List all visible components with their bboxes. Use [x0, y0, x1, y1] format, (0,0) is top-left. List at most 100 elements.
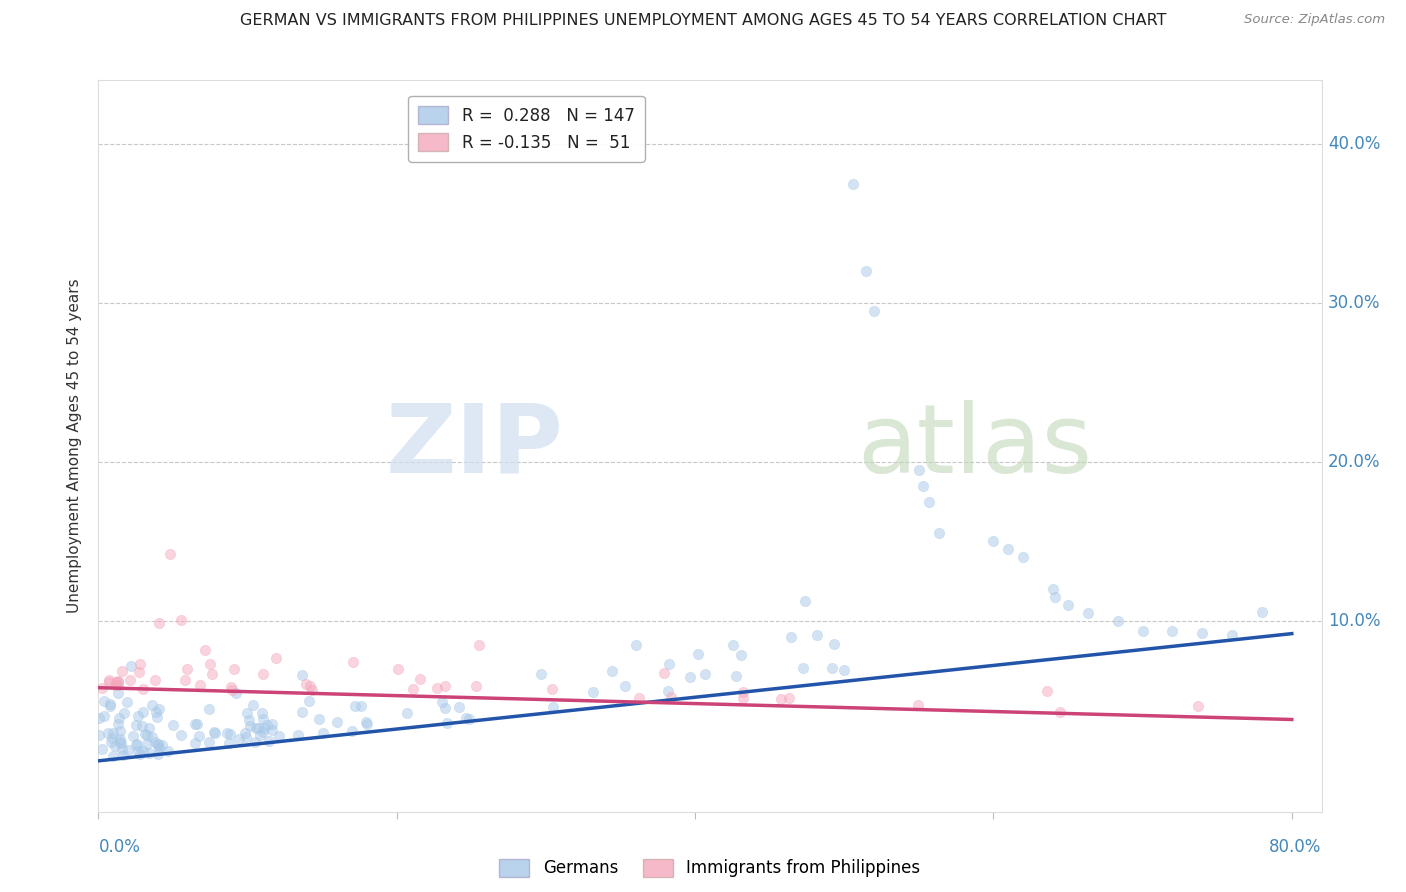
Point — [107, 674, 129, 689]
Point — [1077, 606, 1099, 620]
Point — [104, 739, 127, 753]
Point — [465, 679, 488, 693]
Point — [184, 736, 207, 750]
Point — [983, 534, 1005, 549]
Point — [426, 681, 449, 695]
Point — [108, 723, 131, 738]
Point — [530, 666, 553, 681]
Point — [247, 721, 270, 735]
Point — [806, 628, 828, 642]
Point — [863, 303, 886, 318]
Point — [256, 718, 278, 732]
Point — [132, 744, 155, 758]
Point — [433, 679, 456, 693]
Point — [252, 667, 274, 681]
Point — [176, 662, 198, 676]
Point — [855, 264, 877, 278]
Text: 10.0%: 10.0% — [1327, 612, 1381, 630]
Point — [778, 691, 800, 706]
Point — [125, 738, 148, 752]
Point — [679, 670, 702, 684]
Point — [269, 729, 291, 743]
Point — [342, 656, 364, 670]
Point — [1161, 624, 1184, 639]
Point — [104, 678, 127, 692]
Point — [187, 729, 209, 743]
Point — [659, 690, 682, 705]
Point — [198, 702, 221, 716]
Point — [291, 706, 314, 720]
Point — [98, 697, 121, 711]
Point — [143, 735, 166, 749]
Point — [170, 728, 193, 742]
Point — [222, 662, 245, 676]
Point — [115, 695, 138, 709]
Point — [107, 678, 129, 692]
Point — [127, 737, 149, 751]
Point — [148, 615, 170, 630]
Point — [467, 639, 489, 653]
Point — [243, 735, 266, 749]
Point — [1012, 550, 1035, 565]
Point — [100, 734, 122, 748]
Point — [823, 637, 845, 651]
Point — [396, 706, 419, 721]
Point — [100, 731, 122, 746]
Point — [120, 659, 142, 673]
Point — [150, 739, 173, 753]
Point — [138, 721, 160, 735]
Point — [98, 673, 121, 687]
Point — [602, 664, 624, 678]
Point — [156, 744, 179, 758]
Point — [131, 681, 153, 696]
Point — [652, 665, 675, 680]
Point — [112, 748, 135, 763]
Point — [842, 177, 865, 191]
Point — [107, 674, 129, 689]
Point — [148, 741, 170, 756]
Point — [245, 721, 267, 735]
Text: ZIP: ZIP — [385, 400, 564, 492]
Point — [225, 686, 247, 700]
Point — [128, 665, 150, 679]
Point — [131, 706, 153, 720]
Point — [131, 719, 153, 733]
Point — [349, 698, 371, 713]
Point — [218, 727, 240, 741]
Point — [613, 679, 636, 693]
Point — [686, 648, 709, 662]
Point — [238, 713, 260, 727]
Point — [174, 673, 197, 688]
Point — [90, 742, 112, 756]
Point — [159, 547, 181, 561]
Point — [235, 730, 257, 744]
Point — [658, 657, 681, 672]
Point — [408, 672, 430, 686]
Point — [252, 712, 274, 726]
Point — [184, 717, 207, 731]
Point — [146, 738, 169, 752]
Point — [1220, 627, 1243, 641]
Point — [356, 717, 378, 731]
Point — [308, 712, 330, 726]
Point — [1057, 598, 1080, 612]
Text: 40.0%: 40.0% — [1327, 135, 1381, 153]
Y-axis label: Unemployment Among Ages 45 to 54 years: Unemployment Among Ages 45 to 54 years — [67, 278, 83, 614]
Point — [250, 706, 273, 720]
Point — [298, 694, 321, 708]
Point — [260, 716, 283, 731]
Point — [87, 710, 110, 724]
Point — [146, 737, 169, 751]
Point — [98, 674, 121, 689]
Point — [582, 685, 605, 699]
Point — [118, 673, 141, 687]
Point — [541, 699, 564, 714]
Point — [217, 725, 239, 739]
Point — [125, 718, 148, 732]
Point — [111, 742, 134, 756]
Point — [326, 714, 349, 729]
Point — [997, 542, 1019, 557]
Point — [299, 679, 322, 693]
Point — [257, 734, 280, 748]
Point — [627, 691, 650, 706]
